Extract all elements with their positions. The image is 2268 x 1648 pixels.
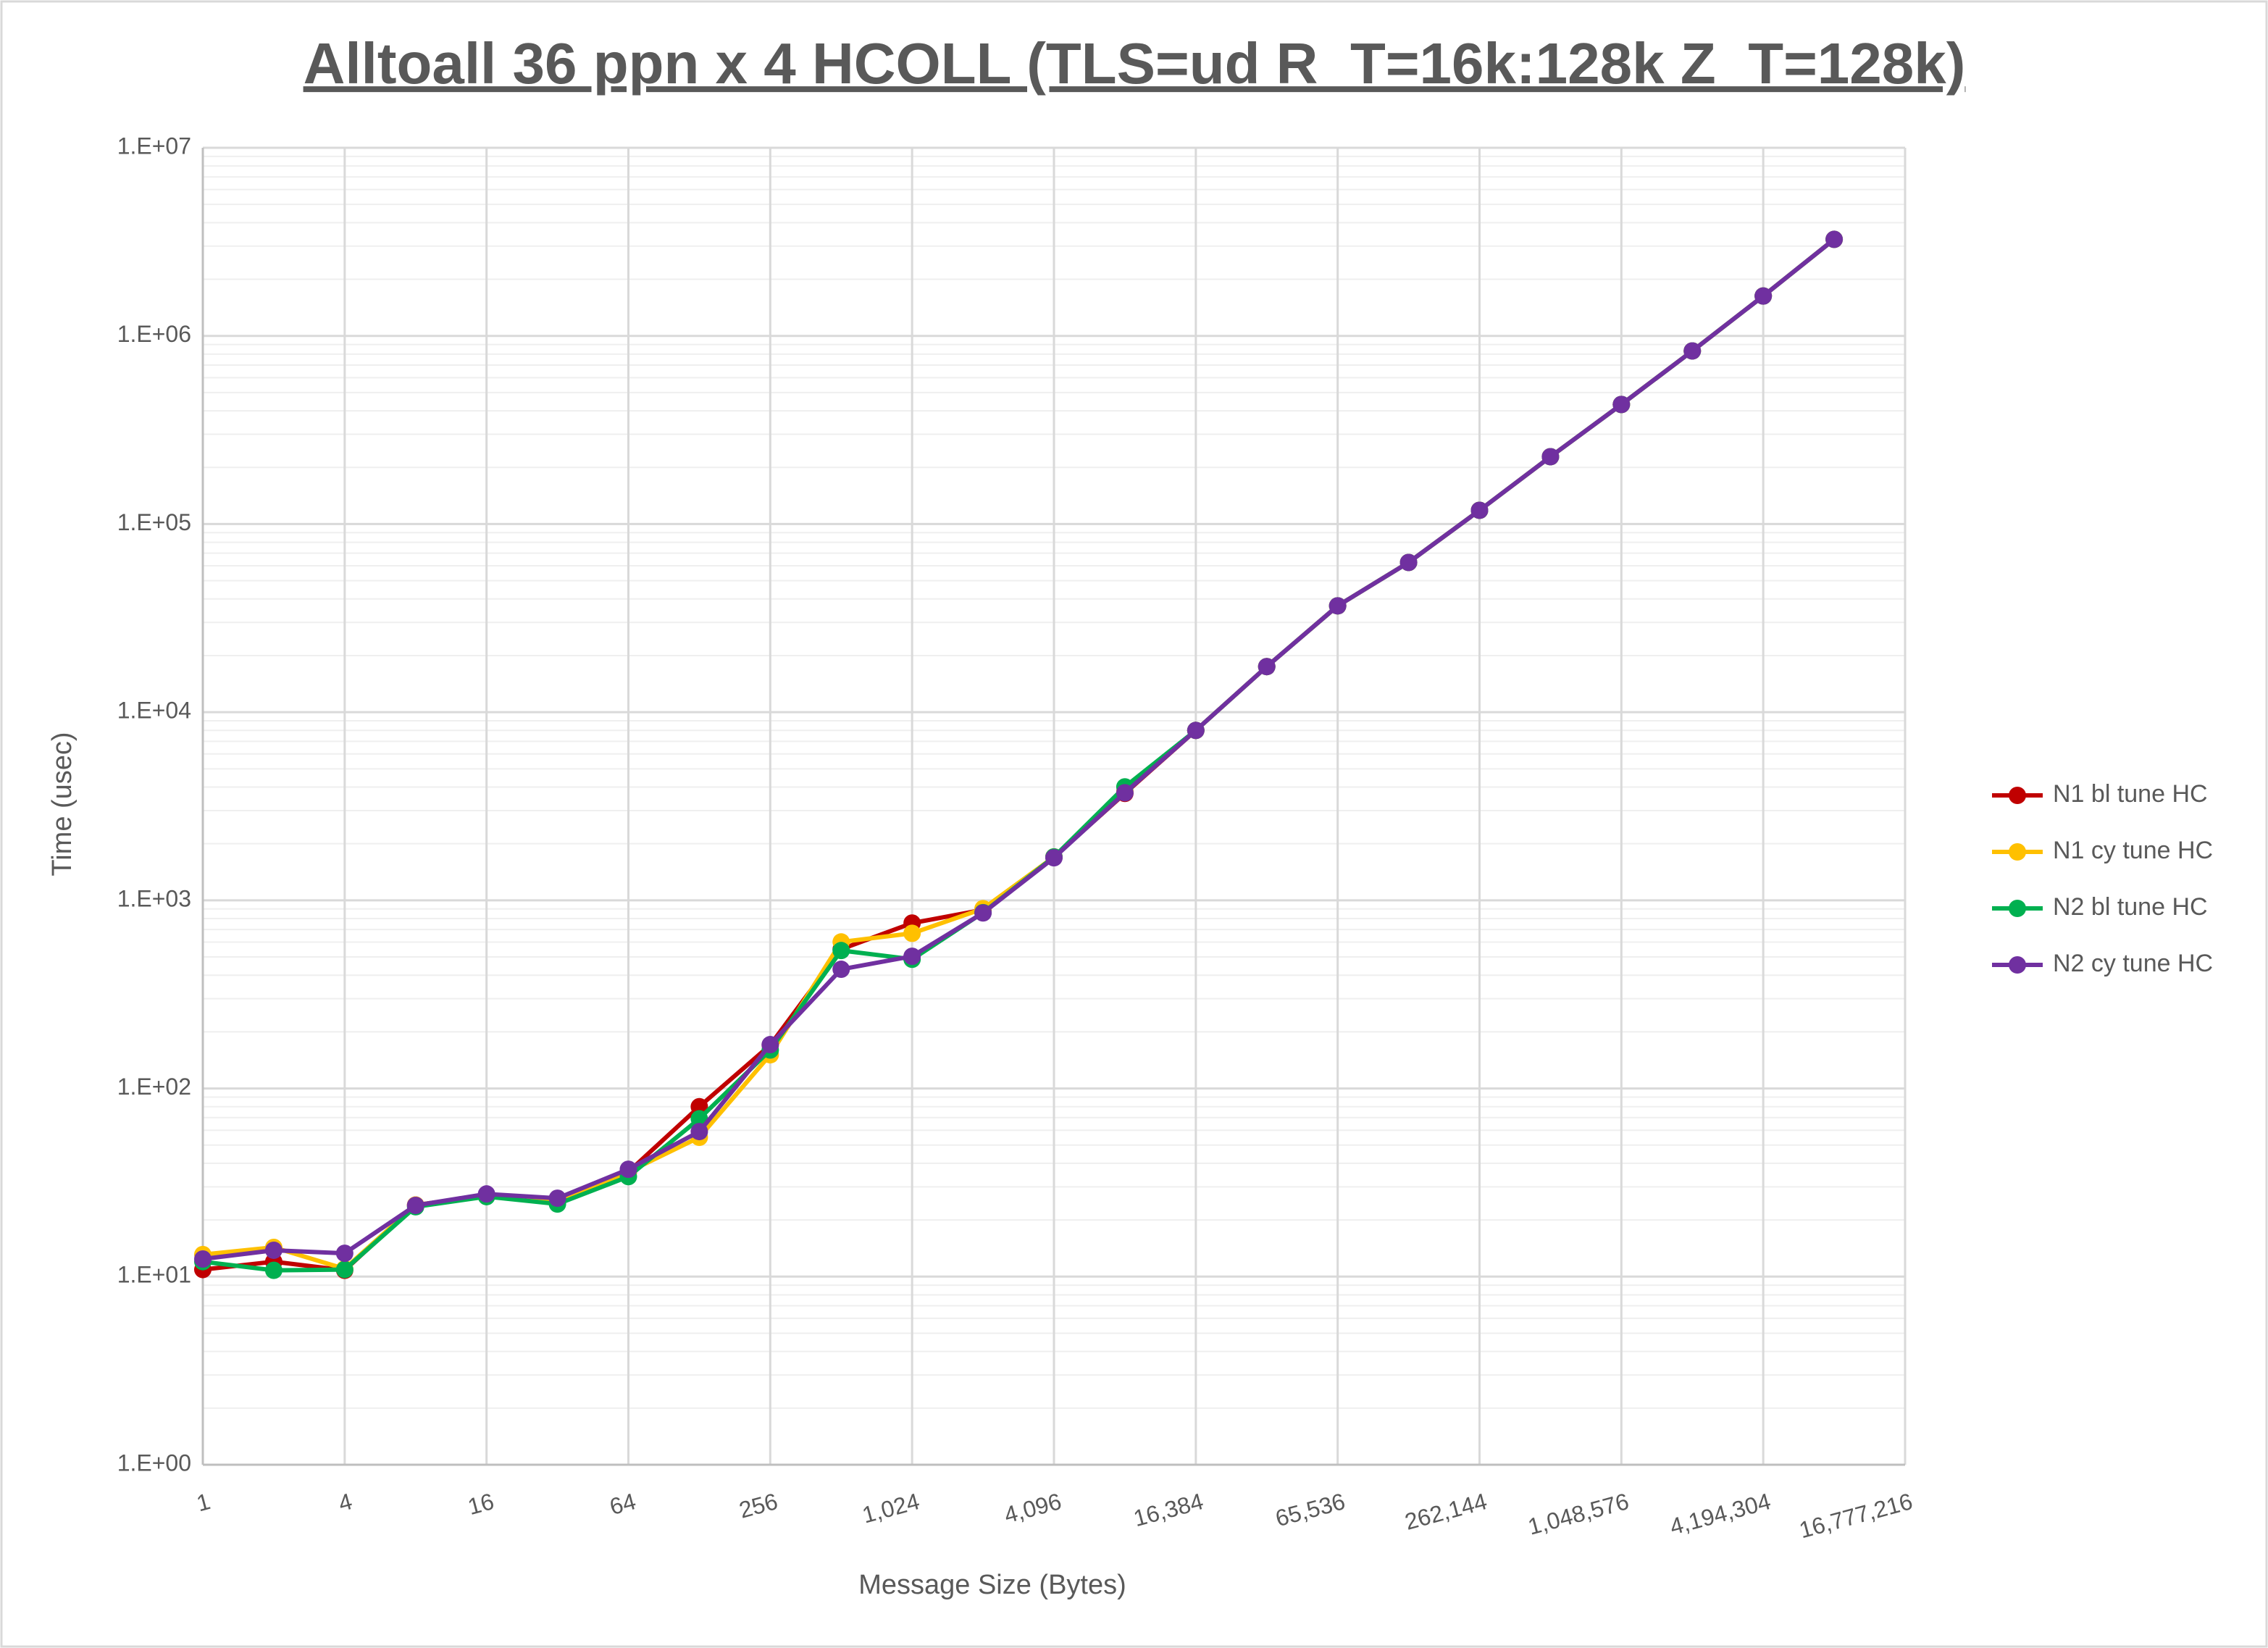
x-axis-title: Message Size (Bytes) <box>858 1570 1126 1600</box>
data-point <box>264 1241 283 1259</box>
data-point <box>264 1261 283 1279</box>
legend-swatch-marker <box>2009 900 2026 917</box>
series-line <box>202 238 1836 1261</box>
data-point <box>619 1160 637 1179</box>
data-point <box>1258 658 1276 676</box>
legend-swatch-marker <box>2009 956 2026 974</box>
data-point <box>903 948 921 966</box>
y-tick-label: 1.E+01 <box>117 1262 191 1288</box>
data-point <box>1683 342 1702 360</box>
legend-label: N1 cy tune HC <box>2053 837 2213 864</box>
data-point <box>1116 784 1134 802</box>
data-point <box>690 1123 708 1141</box>
legend-swatch-marker <box>2009 787 2026 804</box>
y-tick-label: 1.E+05 <box>117 509 191 535</box>
data-point <box>1470 501 1489 519</box>
data-point <box>335 1245 353 1263</box>
legend-label: N2 cy tune HC <box>2053 950 2213 977</box>
data-point <box>1754 287 1773 305</box>
y-tick-label: 1.E+07 <box>117 133 191 159</box>
series <box>194 230 1844 1268</box>
legend-label: N1 bl tune HC <box>2053 780 2208 808</box>
data-point <box>903 924 921 942</box>
y-tick-label: 1.E+02 <box>117 1074 191 1100</box>
data-point <box>477 1185 495 1203</box>
data-point <box>194 1250 212 1268</box>
chart-title: Alltoall 36 ppn x 4 HCOLL (TLS=ud R_T=16… <box>304 31 1966 96</box>
data-point <box>1045 849 1063 867</box>
data-point <box>761 1036 779 1054</box>
data-point <box>1541 448 1560 466</box>
y-tick-label: 1.E+06 <box>117 321 191 347</box>
data-point <box>1328 597 1347 615</box>
data-point <box>832 942 850 960</box>
data-point <box>1612 396 1631 414</box>
y-tick-label: 1.E+00 <box>117 1450 191 1476</box>
data-point <box>832 961 850 979</box>
y-tick-label: 1.E+04 <box>117 698 191 724</box>
data-point <box>974 904 992 922</box>
data-point <box>335 1260 353 1279</box>
data-point <box>1399 553 1418 572</box>
data-point <box>548 1189 566 1208</box>
data-point <box>1825 230 1844 248</box>
legend-swatch-marker <box>2009 843 2026 861</box>
data-point <box>690 1097 708 1116</box>
data-point <box>406 1197 424 1215</box>
y-tick-label: 1.E+03 <box>117 885 191 911</box>
y-axis-title: Time (usec) <box>47 732 78 876</box>
data-point <box>1187 721 1205 740</box>
legend-label: N2 bl tune HC <box>2053 893 2208 921</box>
